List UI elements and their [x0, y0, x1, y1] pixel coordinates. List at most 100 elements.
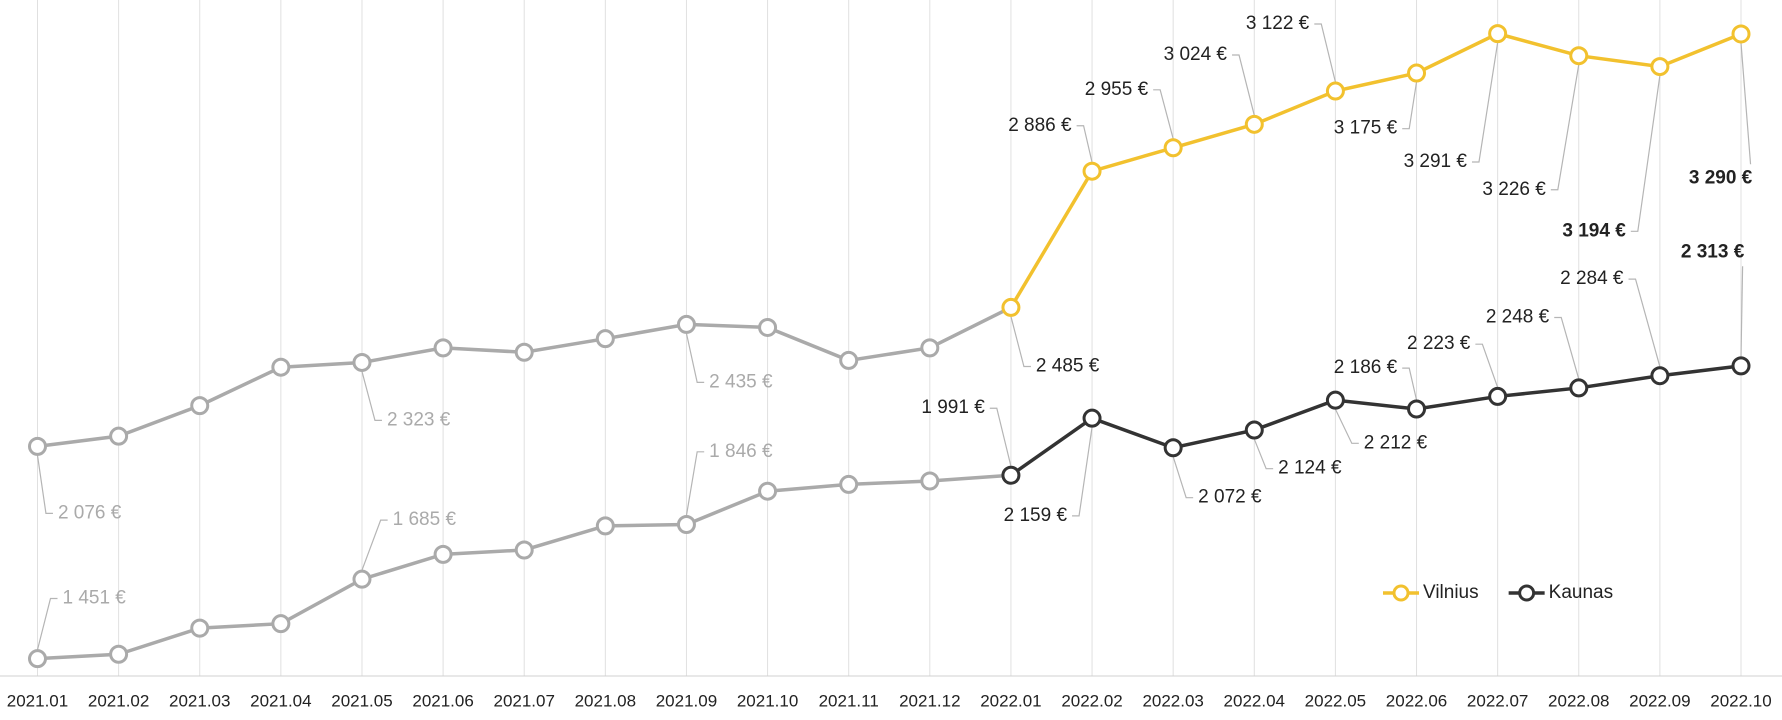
marker: [1244, 420, 1264, 440]
x-tick-label: 2022.06: [1386, 691, 1447, 710]
leader-line: [1475, 343, 1499, 388]
marker: [920, 471, 940, 491]
marker: [758, 481, 778, 501]
data-label: 2 072 €: [1198, 487, 1262, 508]
leader-line: [1153, 89, 1174, 139]
data-label: 2 886 €: [1008, 115, 1072, 136]
marker: [595, 516, 615, 536]
data-label: 1 991 €: [921, 397, 985, 418]
marker: [28, 436, 47, 456]
leader-line: [1628, 278, 1661, 367]
marker: [1001, 297, 1021, 317]
leader-line: [1314, 23, 1336, 83]
x-tick-label: 2022.07: [1467, 691, 1528, 710]
marker: [1731, 24, 1751, 44]
legend-label: Vilnius: [1423, 582, 1479, 603]
marker: [1569, 378, 1589, 398]
marker: [1082, 161, 1102, 181]
leader-line: [1010, 316, 1031, 368]
data-label: 1 846 €: [709, 441, 773, 462]
x-tick-label: 2022.03: [1142, 691, 1203, 710]
x-tick-label: 2021.12: [899, 691, 960, 710]
leader-line: [1630, 75, 1661, 232]
marker: [676, 314, 696, 334]
leader-line: [1172, 456, 1194, 499]
x-tick-label: 2021.01: [7, 691, 68, 710]
marker: [1244, 114, 1264, 134]
leader-line: [1402, 367, 1418, 401]
data-label: 2 076 €: [58, 502, 122, 523]
marker: [1325, 81, 1345, 101]
x-tick-label: 2021.04: [250, 691, 311, 710]
data-label: 2 955 €: [1085, 79, 1149, 100]
data-label: 2 124 €: [1278, 458, 1342, 479]
marker: [514, 540, 534, 560]
marker: [433, 338, 453, 358]
marker: [920, 338, 940, 358]
marker: [595, 329, 615, 349]
x-tick-label: 2021.10: [737, 691, 798, 710]
data-label: 3 290 €: [1689, 167, 1753, 188]
marker: [1001, 465, 1021, 485]
legend-marker: [1392, 584, 1410, 602]
marker: [1569, 46, 1589, 66]
marker: [28, 649, 47, 669]
data-label: 1 685 €: [393, 509, 457, 530]
data-label: 2 212 €: [1364, 432, 1428, 453]
data-label: 2 223 €: [1407, 333, 1471, 354]
marker: [1650, 57, 1670, 77]
marker: [1163, 438, 1183, 458]
leader-line: [361, 371, 382, 421]
data-label: 2 186 €: [1334, 357, 1398, 378]
marker: [109, 426, 129, 446]
marker: [1407, 63, 1427, 83]
marker: [352, 352, 372, 372]
leader-line: [1076, 125, 1093, 163]
marker: [271, 357, 291, 377]
x-tick-label: 2021.03: [169, 691, 230, 710]
x-tick-label: 2021.08: [575, 691, 636, 710]
leader-line: [1740, 42, 1752, 165]
data-label: 1 451 €: [62, 587, 126, 608]
marker: [433, 544, 453, 564]
x-tick-label: 2021.06: [412, 691, 473, 710]
data-label: 3 122 €: [1246, 13, 1310, 34]
data-label: 2 284 €: [1560, 268, 1624, 289]
x-tick-label: 2022.05: [1305, 691, 1366, 710]
markers: [28, 24, 1751, 669]
data-label: 2 313 €: [1681, 241, 1745, 262]
marker: [1488, 386, 1508, 406]
leader-line: [36, 597, 58, 650]
data-label: 3 226 €: [1482, 179, 1546, 200]
leader-line: [1072, 427, 1093, 517]
x-tick-label: 2022.04: [1224, 691, 1285, 710]
marker: [758, 317, 778, 337]
marker: [1650, 366, 1670, 386]
marker: [109, 644, 129, 664]
leader-line: [685, 451, 705, 516]
marker: [839, 474, 859, 494]
x-tick-label: 2022.09: [1629, 691, 1690, 710]
leader-line: [1550, 64, 1580, 191]
x-tick-label: 2022.08: [1548, 691, 1609, 710]
leader-line: [989, 407, 1012, 467]
marker: [352, 569, 372, 589]
marker: [1163, 138, 1183, 158]
leaders: [36, 23, 1752, 650]
leader-line: [1740, 266, 1744, 357]
leader-line: [361, 519, 388, 571]
data-label: 3 024 €: [1164, 44, 1228, 65]
marker: [1488, 24, 1508, 44]
x-tick-label: 2021.02: [88, 691, 149, 710]
line: [1009, 31, 1742, 309]
marker: [1731, 356, 1751, 376]
leader-line: [36, 455, 53, 514]
leader-line: [1334, 408, 1359, 444]
marker: [676, 514, 696, 534]
leader-line: [1554, 316, 1580, 380]
leader-line: [1253, 438, 1274, 470]
marker: [190, 396, 210, 416]
leader-line: [1471, 42, 1499, 163]
